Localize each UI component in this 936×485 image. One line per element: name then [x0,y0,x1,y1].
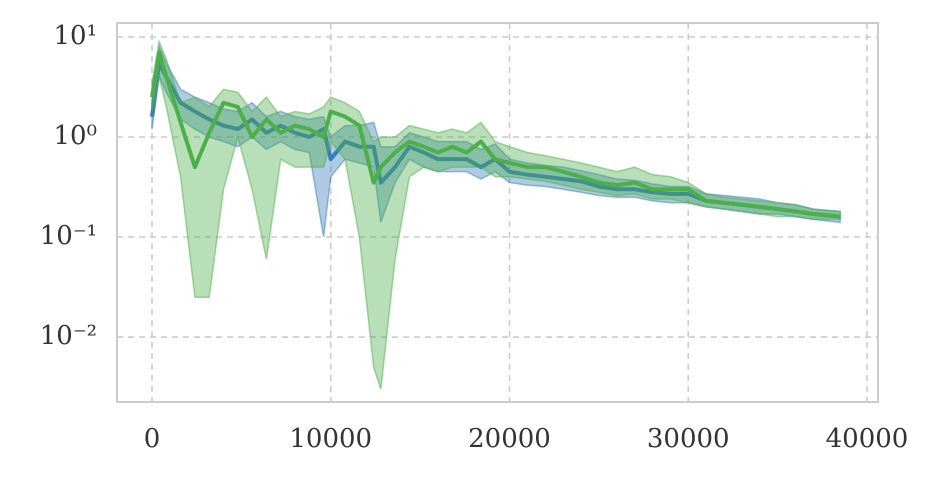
x-tick-label: 10000 [289,424,372,454]
y-tick-label: 10⁻² [40,321,97,351]
y-tick-label: 10¹ [53,21,97,51]
x-tick-label: 40000 [826,424,909,454]
x-tick-label: 0 [144,424,161,454]
plot-frame [116,22,879,403]
y-tick-label: 10⁻¹ [40,221,97,251]
x-tick-label: 30000 [647,424,730,454]
series-line [150,50,841,219]
y-tick-label: 10⁰ [53,121,97,151]
x-tick-label: 20000 [468,424,551,454]
